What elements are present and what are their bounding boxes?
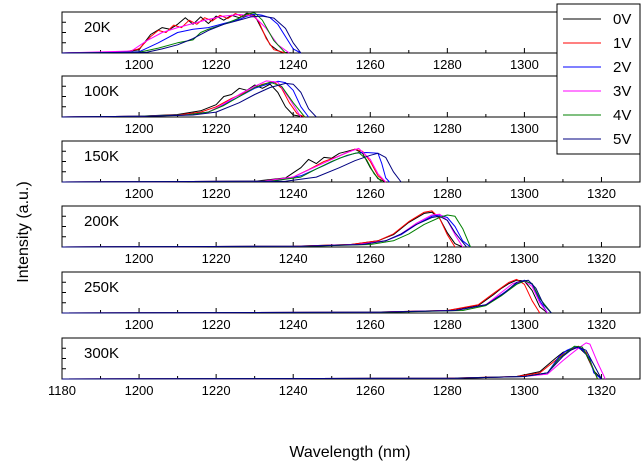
y-axis-title: Intensity (a.u.) xyxy=(15,181,32,282)
series-line-100K-5V xyxy=(61,82,317,118)
x-tick-label: 1320 xyxy=(587,383,616,398)
x-tick-label: 1260 xyxy=(356,251,385,266)
series-line-20K-5V xyxy=(61,15,302,54)
series-line-20K-3V xyxy=(61,14,290,54)
x-tick-label: 1320 xyxy=(587,251,616,266)
legend-label-1V: 1V xyxy=(613,35,631,52)
x-tick-label: 1200 xyxy=(125,383,154,398)
x-tick-label: 1240 xyxy=(279,121,308,136)
panel-label: 300K xyxy=(84,345,119,362)
x-tick-label: 1240 xyxy=(279,317,308,332)
x-tick-label: 1260 xyxy=(356,186,385,201)
x-tick-label: 1300 xyxy=(510,57,539,72)
panel-250K: 1200 1220 1240 1260 1280 1300 1320 250K xyxy=(61,271,641,332)
x-tick-label: 1300 xyxy=(510,251,539,266)
panel-label: 150K xyxy=(84,148,119,165)
x-tick-label: 1200 xyxy=(125,186,154,201)
x-tick-label: 1260 xyxy=(356,57,385,72)
x-tick-label: 1180 xyxy=(48,383,76,398)
x-tick-label: 1280 xyxy=(433,186,462,201)
x-tick-label: 1200 xyxy=(125,121,154,136)
x-tick-label: 1300 xyxy=(510,383,539,398)
x-tick-label: 1220 xyxy=(202,121,231,136)
panel-20K: 1200 1220 1240 1260 1280 1300 20K xyxy=(61,11,641,72)
x-tick-label: 1200 xyxy=(125,57,154,72)
panel-100K: 1200122012401260128013001320100K xyxy=(61,75,641,136)
x-tick-label: 1280 xyxy=(433,121,462,136)
x-tick-label: 1220 xyxy=(202,251,231,266)
x-tick-label: 1260 xyxy=(356,383,385,398)
x-tick-label: 1300 xyxy=(510,317,539,332)
x-tick-label: 1240 xyxy=(279,57,308,72)
x-tick-label: 1300 xyxy=(510,186,539,201)
x-tick-label: 1220 xyxy=(202,383,231,398)
x-tick-label: 1220 xyxy=(202,57,231,72)
legend-label-5V: 5V xyxy=(613,131,631,148)
series-line-300K-5V xyxy=(61,346,602,380)
series-line-250K-5V xyxy=(61,279,552,314)
x-tick-label: 1260 xyxy=(356,121,385,136)
x-tick-label: 1300 xyxy=(510,121,539,136)
series-line-150K-5V xyxy=(61,152,402,183)
x-tick-label: 1260 xyxy=(356,317,385,332)
x-tick-label: 1280 xyxy=(433,251,462,266)
x-tick-label: 1220 xyxy=(202,186,231,201)
series-line-100K-0V xyxy=(61,83,305,118)
x-tick-label: 1220 xyxy=(202,317,231,332)
x-tick-label: 1280 xyxy=(433,317,462,332)
legend-label-4V: 4V xyxy=(613,107,631,124)
x-tick-label: 1200 xyxy=(125,251,154,266)
x-tick-label: 1320 xyxy=(587,186,616,201)
x-tick-label: 1320 xyxy=(587,317,616,332)
x-tick-label: 1240 xyxy=(279,186,308,201)
legend-label-0V: 0V xyxy=(613,11,631,28)
panel-label: 20K xyxy=(84,19,111,36)
series-line-20K-4V xyxy=(61,12,286,54)
panel-label: 250K xyxy=(84,279,119,296)
panel-300K: 1180 1200 1220 1240 1260 1280 1300 1320 300K xyxy=(48,337,641,398)
legend-box xyxy=(556,3,641,155)
legend-label-3V: 3V xyxy=(613,83,631,100)
x-tick-label: 1280 xyxy=(433,57,462,72)
series-line-20K-2V xyxy=(61,13,302,54)
panel-200K: 1200 1220 1240 1260 1280 1300 1320 200K xyxy=(61,205,641,266)
series-line-150K-4V xyxy=(61,152,383,183)
x-tick-label: 1240 xyxy=(279,251,308,266)
panel-150K: 1200 1220 1240 1260 1280 1300 1320 150K xyxy=(61,140,641,201)
panel-label: 100K xyxy=(84,83,119,100)
x-tick-label: 1240 xyxy=(279,383,308,398)
x-tick-label: 1200 xyxy=(125,317,154,332)
series-line-150K-3V xyxy=(61,147,387,183)
x-axis-title: Wavelength (nm) xyxy=(289,444,410,461)
x-tick-label: 1280 xyxy=(433,383,462,398)
series-line-200K-5V xyxy=(61,215,467,248)
panel-label: 200K xyxy=(84,213,119,230)
legend: 0V 1V 2V 3V 4V 5V xyxy=(556,3,641,155)
legend-label-2V: 2V xyxy=(613,59,631,76)
